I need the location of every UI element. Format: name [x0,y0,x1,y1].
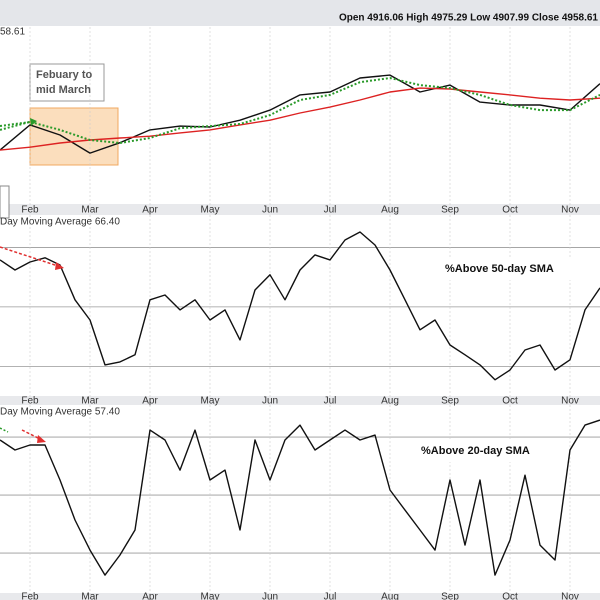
x-tick-label: May [201,592,220,600]
panel-annotation: %Above 20-day SMA [421,445,530,457]
arrowhead [30,118,37,126]
x-tick-label: Jun [262,396,278,407]
x-tick-label: Sep [441,205,459,216]
x-tick-label: Jun [262,592,278,600]
x-tick-label: May [201,205,220,216]
axis-strip [0,204,600,215]
x-tick-label: Jul [324,592,337,600]
x-tick-label: Feb [21,396,39,407]
series-line [0,77,600,144]
x-tick-label: Feb [21,205,39,216]
x-tick-label: Mar [81,396,99,407]
header-band [0,0,600,26]
annotation-box [29,63,105,102]
x-tick-label: Mar [81,205,99,216]
panel-title: Day Moving Average 57.40 [0,407,120,418]
x-tick-label: Jun [262,205,278,216]
x-tick-label: Aug [381,592,399,600]
arrowhead [37,435,46,443]
series-line [0,74,600,154]
arrow [0,246,59,267]
highlight-region [29,107,119,166]
x-tick-label: Aug [381,396,399,407]
x-tick-label: Nov [561,396,579,407]
x-tick-label: Oct [502,396,518,407]
x-tick-label: Jul [324,396,337,407]
x-tick-label: May [201,396,220,407]
x-tick-label: Oct [502,205,518,216]
axis-strip [0,593,600,600]
x-tick-label: Apr [142,205,158,216]
x-tick-label: Oct [502,592,518,600]
x-tick-label: Nov [561,205,579,216]
ohlc-header: Open 4916.06 High 4975.29 Low 4907.99 Cl… [339,13,598,24]
legend-box [0,185,10,219]
annotation: Febuary to [36,69,93,81]
x-tick-label: Jul [324,205,337,216]
x-tick-label: Sep [441,592,459,600]
annotation: mid March [36,84,91,96]
panels: Feb Mar Apr May Jun Jul Aug Sep Oct Nov Feb Mar Apr M… [0,27,600,600]
x-tick-label: Apr [142,592,158,600]
label-bg [416,440,556,462]
series-line [0,87,600,151]
x-tick-label: Feb [21,592,39,600]
arrow [0,121,31,127]
panel-title: Day Moving Average 66.40 [0,217,120,228]
x-tick-label: Nov [561,592,579,600]
series-line [0,419,600,576]
panel-annotation: %Above 50-day SMA [445,263,554,275]
x-tick-label: Apr [142,396,158,407]
panel-title: 58.61 [0,27,25,38]
series-line [0,231,600,381]
arrow [0,427,9,433]
x-tick-label: Mar [81,592,99,600]
label-bg [440,258,575,280]
arrow [21,429,41,440]
x-tick-label: Sep [441,396,459,407]
axis-strip [0,396,600,405]
x-tick-label: Aug [381,205,399,216]
arrowhead [55,262,64,270]
